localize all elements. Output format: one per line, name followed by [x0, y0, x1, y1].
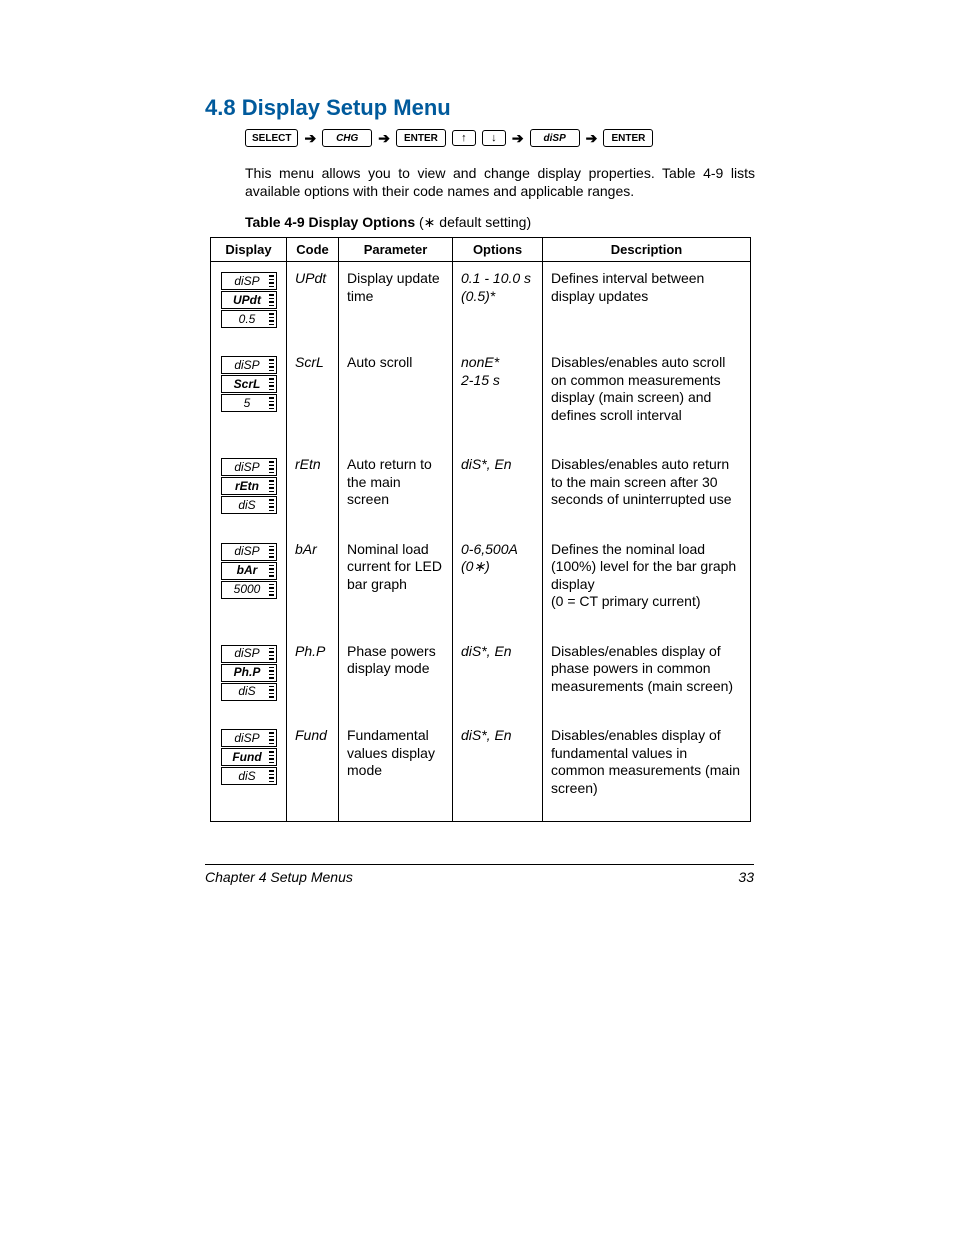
- col-description: Description: [543, 238, 751, 262]
- section-heading: 4.8 Display Setup Menu: [205, 95, 754, 121]
- param-cell: Display update time: [339, 262, 453, 347]
- options-cell: diS*, En: [453, 448, 543, 533]
- lcd-line: 5000: [221, 581, 277, 599]
- options-cell: diS*, En: [453, 635, 543, 720]
- bars-icon: [269, 751, 274, 763]
- disp-button: diSP: [530, 129, 580, 147]
- arrow-icon: ➔: [304, 130, 316, 147]
- lcd-line: bAr: [221, 562, 277, 580]
- desc-cell: Disables/enables auto scroll on common m…: [543, 346, 751, 448]
- bars-icon: [269, 732, 274, 744]
- lcd-line: Fund: [221, 748, 277, 766]
- bars-icon: [269, 359, 274, 371]
- chg-button: CHG: [322, 129, 372, 147]
- table-caption: Table 4-9 Display Options (∗ default set…: [245, 214, 754, 231]
- display-cell: diSPFunddiS: [211, 719, 287, 822]
- bars-icon: [269, 378, 274, 390]
- table-row: diSPUPdt0.5UPdtDisplay update time0.1 - …: [211, 262, 751, 347]
- bars-icon: [269, 275, 274, 287]
- options-cell: 0-6,500A (0∗): [453, 533, 543, 635]
- code-cell: UPdt: [287, 262, 339, 347]
- lcd-line: Ph.P: [221, 664, 277, 682]
- code-cell: Ph.P: [287, 635, 339, 720]
- desc-cell: Disables/enables display of phase powers…: [543, 635, 751, 720]
- param-cell: Auto scroll: [339, 346, 453, 448]
- options-cell: nonE* 2-15 s: [453, 346, 543, 448]
- nav-sequence: SELECT ➔ CHG ➔ ENTER ↑ ↓ ➔ diSP ➔ ENTER: [245, 129, 754, 147]
- table-row: diSPPh.PdiSPh.PPhase powers display mode…: [211, 635, 751, 720]
- display-options-table: Display Code Parameter Options Descripti…: [210, 237, 751, 822]
- lcd-line: ScrL: [221, 375, 277, 393]
- caption-bold: Table 4-9 Display Options: [245, 214, 415, 230]
- arrow-icon: ➔: [378, 130, 390, 147]
- arrow-icon: ➔: [512, 130, 524, 147]
- options-cell: diS*, En: [453, 719, 543, 822]
- table-row: diSPrEtndiSrEtnAuto return to the main s…: [211, 448, 751, 533]
- bars-icon: [269, 480, 274, 492]
- lcd-line: diS: [221, 496, 277, 514]
- bars-icon: [269, 565, 274, 577]
- down-button: ↓: [482, 130, 506, 146]
- code-cell: Fund: [287, 719, 339, 822]
- desc-cell: Disables/enables auto return to the main…: [543, 448, 751, 533]
- param-cell: Phase powers display mode: [339, 635, 453, 720]
- display-cell: diSPPh.PdiS: [211, 635, 287, 720]
- lcd-line: 0.5: [221, 310, 277, 328]
- page-footer: Chapter 4 Setup Menus 33: [205, 864, 754, 885]
- options-cell: 0.1 - 10.0 s (0.5)*: [453, 262, 543, 347]
- caption-note: (∗ default setting): [415, 214, 531, 230]
- display-cell: diSPbAr5000: [211, 533, 287, 635]
- arrow-icon: ➔: [586, 130, 598, 147]
- param-cell: Auto return to the main screen: [339, 448, 453, 533]
- bars-icon: [269, 770, 274, 782]
- desc-cell: Defines interval between display updates: [543, 262, 751, 347]
- select-button: SELECT: [245, 129, 298, 147]
- lcd-line: diS: [221, 683, 277, 701]
- display-cell: diSPScrL5: [211, 346, 287, 448]
- display-cell: diSPrEtndiS: [211, 448, 287, 533]
- lcd-line: rEtn: [221, 477, 277, 495]
- table-row: diSPbAr5000bArNominal load current for L…: [211, 533, 751, 635]
- bars-icon: [269, 499, 274, 511]
- lcd-line: diSP: [221, 458, 277, 476]
- lcd-line: diSP: [221, 356, 277, 374]
- intro-text: This menu allows you to view and change …: [245, 165, 755, 200]
- footer-left: Chapter 4 Setup Menus: [205, 869, 353, 885]
- lcd-line: 5: [221, 394, 277, 412]
- footer-page: 33: [738, 869, 754, 885]
- bars-icon: [269, 546, 274, 558]
- enter-button: ENTER: [396, 129, 446, 147]
- col-display: Display: [211, 238, 287, 262]
- lcd-line: diS: [221, 767, 277, 785]
- table-row: diSPFunddiSFundFundamental values displa…: [211, 719, 751, 822]
- lcd-line: diSP: [221, 543, 277, 561]
- bars-icon: [269, 648, 274, 660]
- enter-button: ENTER: [603, 129, 653, 147]
- bars-icon: [269, 461, 274, 473]
- lcd-line: diSP: [221, 645, 277, 663]
- desc-cell: Disables/enables display of fundamental …: [543, 719, 751, 822]
- param-cell: Nominal load current for LED bar graph: [339, 533, 453, 635]
- bars-icon: [269, 313, 274, 325]
- bars-icon: [269, 686, 274, 698]
- bars-icon: [269, 584, 274, 596]
- table-row: diSPScrL5ScrLAuto scrollnonE* 2-15 sDisa…: [211, 346, 751, 448]
- col-code: Code: [287, 238, 339, 262]
- desc-cell: Defines the nominal load (100%) level fo…: [543, 533, 751, 635]
- lcd-line: diSP: [221, 272, 277, 290]
- bars-icon: [269, 397, 274, 409]
- param-cell: Fundamental values display mode: [339, 719, 453, 822]
- display-cell: diSPUPdt0.5: [211, 262, 287, 347]
- code-cell: bAr: [287, 533, 339, 635]
- col-options: Options: [453, 238, 543, 262]
- up-button: ↑: [452, 130, 476, 146]
- bars-icon: [269, 294, 274, 306]
- lcd-line: UPdt: [221, 291, 277, 309]
- col-parameter: Parameter: [339, 238, 453, 262]
- bars-icon: [269, 667, 274, 679]
- lcd-line: diSP: [221, 729, 277, 747]
- code-cell: ScrL: [287, 346, 339, 448]
- code-cell: rEtn: [287, 448, 339, 533]
